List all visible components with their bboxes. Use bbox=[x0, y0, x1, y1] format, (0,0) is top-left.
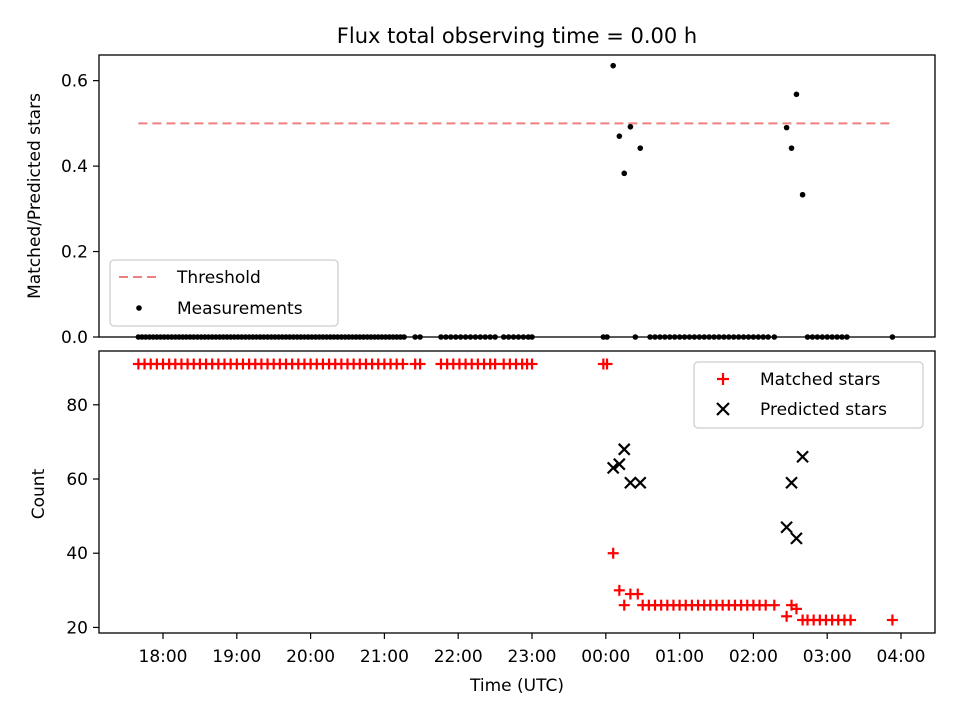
matched-star-marker bbox=[845, 614, 857, 626]
bottom-y-ticks: 20 40 60 80 bbox=[66, 396, 99, 638]
top-legend-box bbox=[109, 259, 339, 327]
top-y-tick-label: 0.6 bbox=[61, 72, 88, 92]
x-tick-label: 18:00 bbox=[139, 647, 188, 667]
measurement-point bbox=[783, 124, 790, 131]
matched-star-marker bbox=[397, 358, 409, 370]
predicted-star-marker bbox=[633, 476, 647, 490]
measurement-point bbox=[616, 133, 623, 139]
top-axes-frame bbox=[98, 54, 936, 338]
predicted-star-marker bbox=[617, 443, 631, 456]
x-axis-label: Time (UTC) bbox=[469, 676, 564, 696]
x-tick-label: 23:00 bbox=[508, 647, 557, 667]
measurement-point bbox=[793, 91, 800, 98]
bottom-y-tick-label: 40 bbox=[66, 544, 88, 564]
bottom-axes-frame bbox=[98, 350, 936, 634]
matched-star-marker bbox=[781, 610, 793, 622]
top-y-axis-label: Matched/Predicted stars bbox=[25, 93, 45, 299]
chart-title: Flux total observing time = 0.00 h bbox=[337, 24, 697, 48]
measurement-point bbox=[621, 170, 628, 177]
x-tick-label: 21:00 bbox=[360, 647, 409, 667]
measurement-point bbox=[799, 191, 806, 198]
bottom-y-axis-label: Count bbox=[29, 468, 49, 519]
x-tick-label: 03:00 bbox=[803, 647, 852, 667]
measurement-point bbox=[637, 145, 644, 151]
predicted-star-marker bbox=[785, 476, 798, 490]
x-tick-label: 22:00 bbox=[434, 647, 483, 667]
matched-star-marker bbox=[613, 584, 625, 596]
x-tick-label: 20:00 bbox=[286, 647, 335, 667]
x-tick-label: 02:00 bbox=[729, 647, 778, 667]
matched-legend-swatch bbox=[717, 373, 729, 385]
matched-star-marker bbox=[790, 603, 802, 615]
bottom-x-ticks: 18:00 19:00 20:00 21:00 22:00 23:00 00:00 01:00… bbox=[139, 633, 926, 667]
bottom-legend-box bbox=[693, 361, 924, 429]
measurements-legend-label: Measurements bbox=[177, 299, 303, 319]
x-tick-label: 19:00 bbox=[212, 647, 261, 667]
measurement-point bbox=[788, 145, 795, 151]
matched-star-marker bbox=[886, 614, 898, 626]
x-tick-label: 01:00 bbox=[655, 647, 704, 667]
top-y-tick-label: 0.0 bbox=[61, 328, 88, 348]
x-tick-label: 04:00 bbox=[877, 647, 926, 667]
matched-star-marker bbox=[607, 547, 619, 559]
matched-star-marker bbox=[768, 599, 780, 611]
bottom-y-tick-label: 20 bbox=[66, 618, 88, 638]
predicted-legend-label: Predicted stars bbox=[760, 400, 887, 420]
threshold-legend-label: Threshold bbox=[176, 268, 261, 288]
top-legend: Threshold Measurements bbox=[109, 259, 339, 327]
predicted-star-marker bbox=[606, 461, 620, 475]
matched-legend-label: Matched stars bbox=[760, 370, 880, 390]
predicted-star-marker bbox=[613, 457, 626, 471]
predicted-star-marker bbox=[790, 532, 803, 545]
matched-star-marker bbox=[414, 358, 426, 370]
matched-stars-points bbox=[132, 358, 898, 626]
x-tick-label: 00:00 bbox=[581, 647, 630, 667]
matched-star-marker bbox=[601, 358, 613, 370]
matched-star-marker bbox=[618, 599, 630, 611]
predicted-stars-points bbox=[606, 443, 809, 545]
bottom-panel: Count Time (UTC) 20 40 60 80 18:00 19:00 20:0… bbox=[29, 350, 936, 696]
measurement-point bbox=[610, 62, 616, 69]
top-y-tick-label: 0.4 bbox=[61, 157, 88, 177]
bottom-y-tick-label: 80 bbox=[66, 396, 88, 416]
measurement-point bbox=[627, 123, 634, 130]
matched-star-marker bbox=[526, 358, 538, 370]
predicted-legend-swatch bbox=[716, 402, 730, 416]
bottom-y-tick-label: 60 bbox=[66, 470, 88, 490]
predicted-star-marker bbox=[780, 520, 793, 534]
measurements-legend-swatch bbox=[136, 305, 142, 311]
top-panel: Flux total observing time = 0.00 h Match… bbox=[25, 24, 936, 348]
predicted-star-marker bbox=[796, 450, 809, 464]
top-y-tick-label: 0.2 bbox=[61, 243, 88, 263]
matched-star-marker bbox=[632, 588, 644, 600]
top-y-ticks: 0.0 0.2 0.4 0.6 bbox=[61, 72, 99, 348]
predicted-star-marker bbox=[624, 476, 637, 490]
bottom-legend: Matched stars Predicted stars bbox=[693, 361, 924, 429]
